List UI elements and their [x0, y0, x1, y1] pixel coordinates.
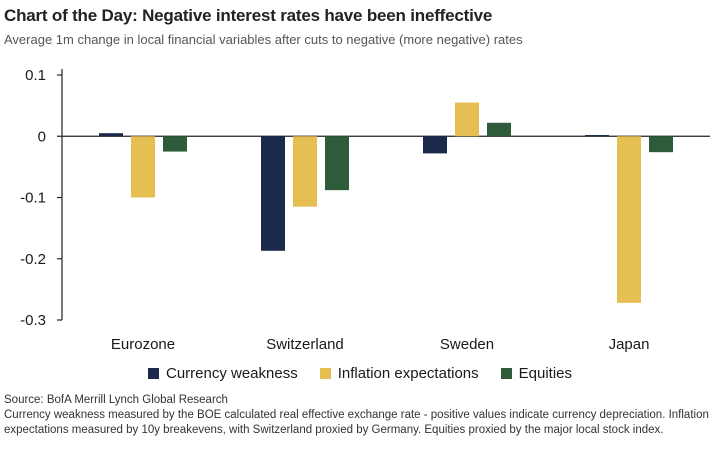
legend-item-inflation-expectations: Inflation expectations	[319, 365, 479, 382]
x-axis-labels: Eurozone Switzerland Sweden Japan	[111, 336, 650, 353]
bar-switzerland-inflation-expectations	[293, 136, 317, 207]
legend-swatch	[500, 368, 512, 379]
legend-swatch	[147, 368, 159, 379]
legend-item-currency-weakness: Currency weakness	[147, 365, 298, 382]
bar-switzerland-currency-weakness	[261, 136, 285, 251]
x-tick-label: Sweden	[440, 336, 494, 353]
footnote: Currency weakness measured by the BOE ca…	[4, 409, 709, 436]
x-tick-label: Switzerland	[266, 336, 344, 353]
legend: Currency weakness Inflation expectations…	[0, 365, 720, 382]
bar-eurozone-equities	[163, 136, 187, 152]
y-tick-label: -0.1	[20, 190, 46, 207]
legend-label: Equities	[518, 365, 573, 382]
y-tick-label: -0.2	[20, 251, 46, 268]
y-tick-label: -0.3	[20, 312, 46, 329]
bar-sweden-currency-weakness	[423, 136, 447, 154]
x-tick-label: Japan	[609, 336, 650, 353]
legend-label: Inflation expectations	[337, 365, 479, 382]
y-axis: 0.1 0 -0.1 -0.2 -0.3	[20, 67, 710, 329]
source-note: Source: BofA Merrill Lynch Global Resear…	[4, 394, 228, 406]
bar-sweden-equities	[487, 122, 511, 137]
bar-sweden-inflation-expectations	[455, 102, 479, 137]
bar-japan-inflation-expectations	[617, 136, 641, 303]
chart-subtitle: Average 1m change in local financial var…	[4, 32, 523, 47]
legend-item-equities: Equities	[500, 365, 573, 382]
bar-japan-equities	[649, 136, 673, 153]
bars-group	[99, 102, 673, 303]
x-tick-label: Eurozone	[111, 336, 175, 353]
bar-chart: 0.1 0 -0.1 -0.2 -0.3 Eurozone Switzerland Swed…	[20, 67, 710, 353]
y-tick-label: 0.1	[25, 67, 46, 84]
bar-switzerland-equities	[325, 136, 349, 191]
bar-japan-currency-weakness	[585, 135, 609, 137]
bar-eurozone-inflation-expectations	[131, 136, 155, 198]
chart-title: Chart of the Day: Negative interest rate…	[4, 6, 493, 25]
legend-swatch	[319, 368, 331, 379]
legend-label: Currency weakness	[165, 365, 298, 382]
y-tick-label: 0	[38, 128, 46, 145]
bar-eurozone-currency-weakness	[99, 133, 123, 137]
